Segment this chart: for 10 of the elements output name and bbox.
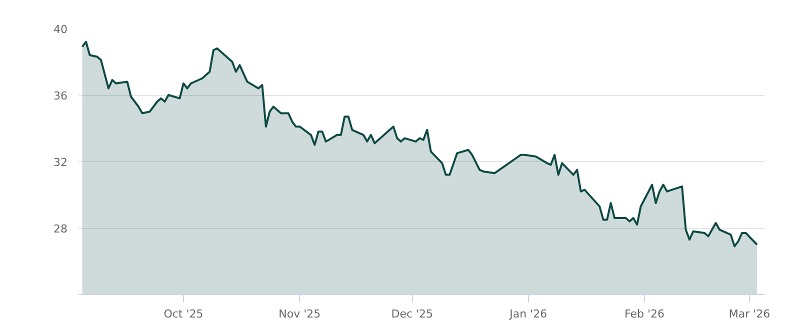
x-tick-label: Nov '25 — [278, 308, 321, 320]
y-tick-label: 36 — [54, 90, 68, 102]
x-tick-label: Jan '26 — [508, 308, 548, 320]
x-tick-label: Dec '25 — [391, 308, 434, 320]
y-tick-label: 40 — [54, 23, 68, 36]
x-tick-label: Mar '26 — [728, 308, 770, 320]
y-tick-label: 32 — [54, 156, 68, 169]
x-tick-label: Feb '26 — [624, 308, 665, 320]
x-tick-label: Oct '25 — [164, 308, 204, 320]
y-tick-label: 28 — [54, 222, 68, 236]
